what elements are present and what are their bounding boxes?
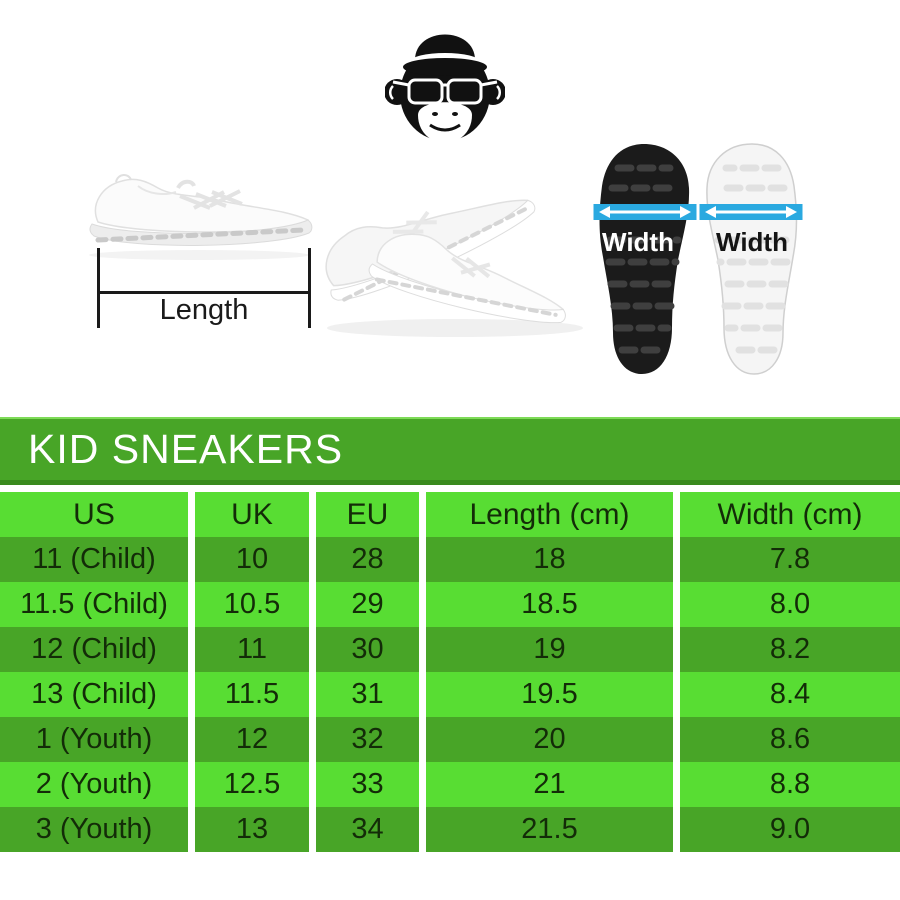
- black-sole: [599, 144, 690, 374]
- table-cell: 8.6: [680, 717, 900, 762]
- table-cell: 8.4: [680, 672, 900, 717]
- header-cell-length: Length (cm): [426, 492, 673, 537]
- table-cell: 13 (Child): [0, 672, 188, 717]
- table-cell: 12: [195, 717, 309, 762]
- table-cell: 10: [195, 537, 309, 582]
- size-grid: US UK EU Length (cm) Width (cm) 11 (Chil…: [0, 492, 900, 852]
- tread-pattern: [714, 164, 791, 354]
- table-cell: 11 (Child): [0, 537, 188, 582]
- table-cell: 28: [316, 537, 419, 582]
- monkey-logo: [385, 34, 505, 143]
- table-cell: 12.5: [195, 762, 309, 807]
- table-cell: 34: [316, 807, 419, 852]
- table-title: KID SNEAKERS: [28, 426, 344, 472]
- width-arrow-white-sole: [699, 204, 803, 220]
- table-cell: 3 (Youth): [0, 807, 188, 852]
- table-cell: 30: [316, 627, 419, 672]
- monkey-muzzle: [418, 102, 472, 143]
- header-cell-width: Width (cm): [680, 492, 900, 537]
- shoelaces: [176, 179, 243, 210]
- table-cell: 11: [195, 627, 309, 672]
- table-cell: 32: [316, 717, 419, 762]
- header-cell-eu: EU: [316, 492, 419, 537]
- sunglasses-icon: [392, 78, 498, 105]
- table-cell: 1 (Youth): [0, 717, 188, 762]
- table-cell: 21.5: [426, 807, 673, 852]
- table-cell: 9.0: [680, 807, 900, 852]
- white-sole: [706, 143, 798, 375]
- header-cell-us: US: [0, 492, 188, 537]
- table-cell: 12 (Child): [0, 627, 188, 672]
- length-bracket-bar: [97, 291, 311, 294]
- length-bracket-left-line: [97, 248, 100, 328]
- table-cell: 11.5 (Child): [0, 582, 188, 627]
- table-cell: 19.5: [426, 672, 673, 717]
- table-cell: 33: [316, 762, 419, 807]
- table-cell: 2 (Youth): [0, 762, 188, 807]
- sole-photos: [593, 143, 803, 375]
- table-cell: 8.2: [680, 627, 900, 672]
- header-cell-uk: UK: [195, 492, 309, 537]
- table-cell: 8.8: [680, 762, 900, 807]
- table-cell: 20: [426, 717, 673, 762]
- sneaker-side-photo: [89, 174, 313, 260]
- product-photos: Length: [0, 0, 900, 417]
- sneaker-pair-photo: [325, 199, 583, 337]
- table-cell: 21: [426, 762, 673, 807]
- width-label-white-sole: Width: [716, 227, 788, 257]
- table-title-bar: KID SNEAKERS: [0, 417, 900, 485]
- table-cell: 11.5: [195, 672, 309, 717]
- table-cell: 8.0: [680, 582, 900, 627]
- tread-pattern: [605, 164, 682, 354]
- size-table: KID SNEAKERS US UK EU Length (cm) Width …: [0, 417, 900, 852]
- length-bracket-right-line: [308, 248, 311, 328]
- table-cell: 31: [316, 672, 419, 717]
- width-arrow-black-sole: [593, 204, 697, 220]
- front-sneaker: [368, 233, 566, 324]
- table-cell: 18: [426, 537, 673, 582]
- table-cell: 7.8: [680, 537, 900, 582]
- table-cell: 10.5: [195, 582, 309, 627]
- table-cell: 18.5: [426, 582, 673, 627]
- length-label: Length: [159, 294, 249, 326]
- table-cell: 13: [195, 807, 309, 852]
- table-cell: 29: [316, 582, 419, 627]
- width-label-black-sole: Width: [602, 227, 674, 257]
- table-cell: 19: [426, 627, 673, 672]
